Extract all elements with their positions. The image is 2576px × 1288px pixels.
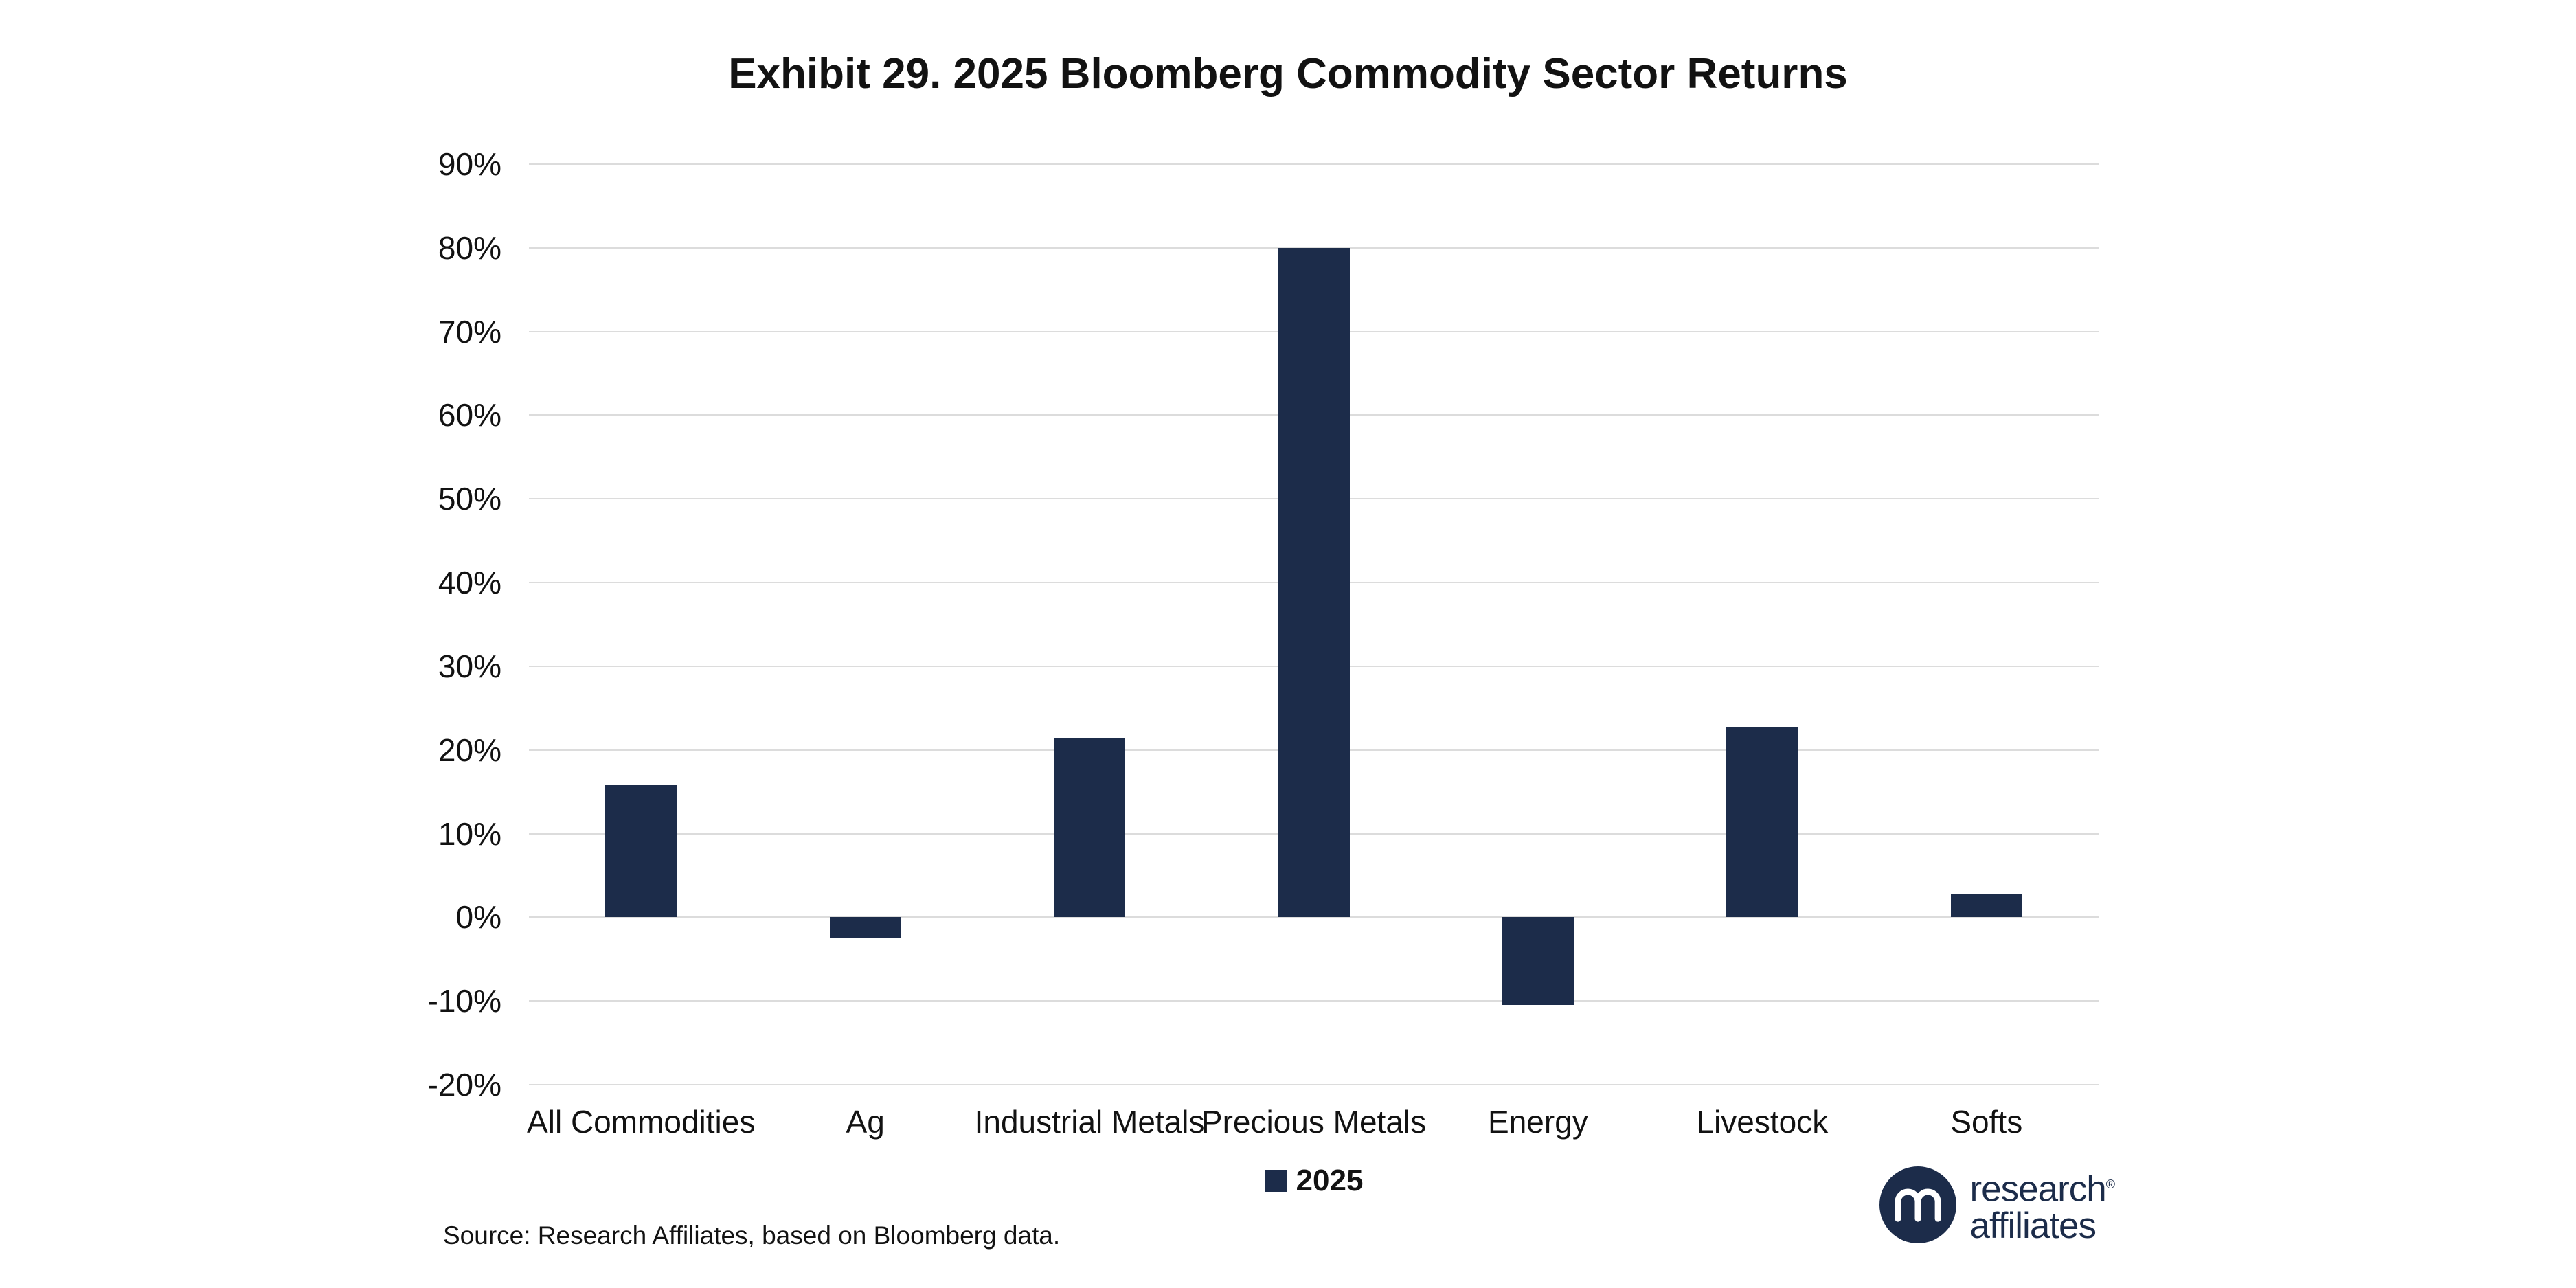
gridline-90% xyxy=(529,163,2099,165)
plot-area xyxy=(529,163,2099,1085)
chart-title: Exhibit 29. 2025 Bloomberg Commodity Sec… xyxy=(728,50,1848,98)
y-tick-label-0%: 0% xyxy=(455,899,501,936)
y-tick-label-70%: 70% xyxy=(438,313,501,350)
y-tick-label-40%: 40% xyxy=(438,565,501,601)
bar-all-commodities xyxy=(605,784,677,918)
x-tick-label-softs: Softs xyxy=(1950,1104,2023,1140)
x-axis: All Commodities Ag Industrial Metals Precio… xyxy=(527,1103,2099,1151)
y-tick-label--20%: -20% xyxy=(427,1067,501,1103)
y-tick-label-60%: 60% xyxy=(438,397,501,433)
x-tick-label-precious-metals: Precious Metals xyxy=(1201,1104,1427,1140)
bar-ag xyxy=(829,917,901,938)
bar-precious-metals xyxy=(1278,247,1350,918)
bar-livestock xyxy=(1726,726,1798,918)
research-affiliates-logo-text: research® affiliates xyxy=(1969,1166,2115,1246)
y-tick-label--10%: -10% xyxy=(427,983,501,1019)
source-note: Source: Research Affiliates, based on Bl… xyxy=(443,1221,1061,1250)
x-tick-label-all-commodities: All Commodities xyxy=(527,1104,756,1140)
logo-line-2: affiliates xyxy=(1969,1205,2097,1246)
y-tick-label-10%: 10% xyxy=(438,815,501,852)
y-axis: 90% 80% 70% 60% 50% 40% 30% 20% 10% 0% -10% -20% xyxy=(261,146,501,1103)
legend: 2025 xyxy=(529,1164,2099,1198)
bar-energy xyxy=(1502,917,1574,1006)
logo-line-1: research xyxy=(1969,1168,2107,1210)
legend-swatch-2025 xyxy=(1264,1170,1287,1192)
legend-label-2025: 2025 xyxy=(1296,1164,1364,1197)
research-affiliates-logo-icon xyxy=(1879,1166,1956,1244)
gridline-0% xyxy=(529,916,2099,918)
bar-industrial-metals xyxy=(1054,738,1126,918)
research-affiliates-logo: research® affiliates xyxy=(1879,1166,2115,1246)
gridline--10% xyxy=(529,1000,2099,1002)
x-tick-label-ag: Ag xyxy=(846,1104,885,1140)
y-tick-label-30%: 30% xyxy=(438,648,501,684)
registered-mark: ® xyxy=(2105,1177,2115,1191)
y-tick-label-90%: 90% xyxy=(438,146,501,182)
bar-softs xyxy=(1950,894,2022,918)
y-tick-label-80%: 80% xyxy=(438,229,501,266)
x-tick-label-energy: Energy xyxy=(1488,1104,1588,1140)
y-tick-label-20%: 20% xyxy=(438,732,501,768)
gridline--20% xyxy=(529,1084,2099,1085)
x-tick-label-livestock: Livestock xyxy=(1696,1104,1829,1140)
y-tick-label-50%: 50% xyxy=(438,481,501,517)
x-tick-label-industrial-metals: Industrial Metals xyxy=(974,1104,1205,1140)
